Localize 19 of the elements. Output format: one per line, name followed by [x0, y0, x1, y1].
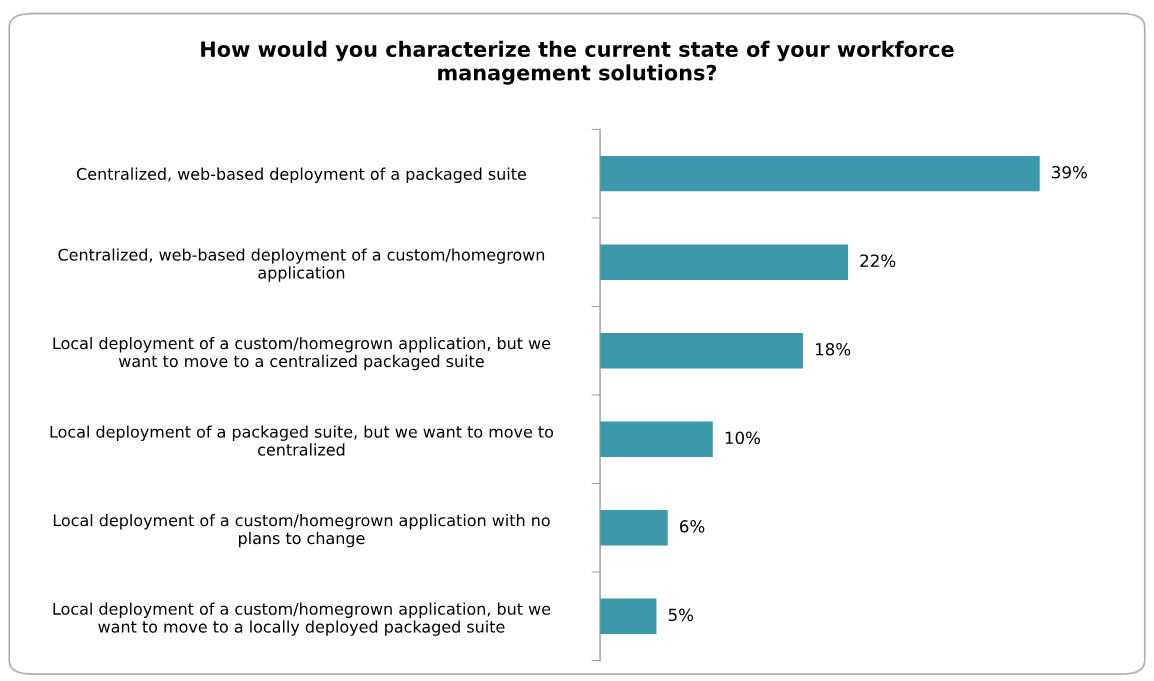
y-tick-label: Local deployment of a custom/homegrown application, but we want to move to a locally deployed packaged suite [53, 602, 551, 636]
y-tick-label: Local deployment of a custom/homegrown application with no plans to change [53, 513, 550, 548]
bar [600, 155, 1040, 192]
data-label: 18% [815, 342, 851, 356]
bar [600, 598, 657, 635]
bar [600, 333, 803, 369]
data-label: 39% [1052, 165, 1087, 179]
y-tick-label: Centralized, web-based deployment of a packaged suite [76, 167, 526, 184]
bar [600, 510, 668, 546]
chart-title: How would you characterize the current state of your workforce management solutions? [201, 40, 954, 85]
bar [600, 244, 849, 280]
data-label: 5% [668, 608, 694, 622]
y-tick-label: Local deployment of a packaged suite, but we want to move to centralized [50, 425, 554, 456]
data-label: 10% [725, 431, 761, 445]
y-tick-label: Centralized, web-based deployment of a custom/homegrown application [58, 248, 545, 282]
bar [600, 421, 713, 457]
data-label: 22% [860, 254, 896, 268]
y-tick-label: Local deployment of a custom/homegrown application, but we want to move to a centralized packaged suite [53, 336, 551, 371]
data-label: 6% [679, 520, 705, 533]
